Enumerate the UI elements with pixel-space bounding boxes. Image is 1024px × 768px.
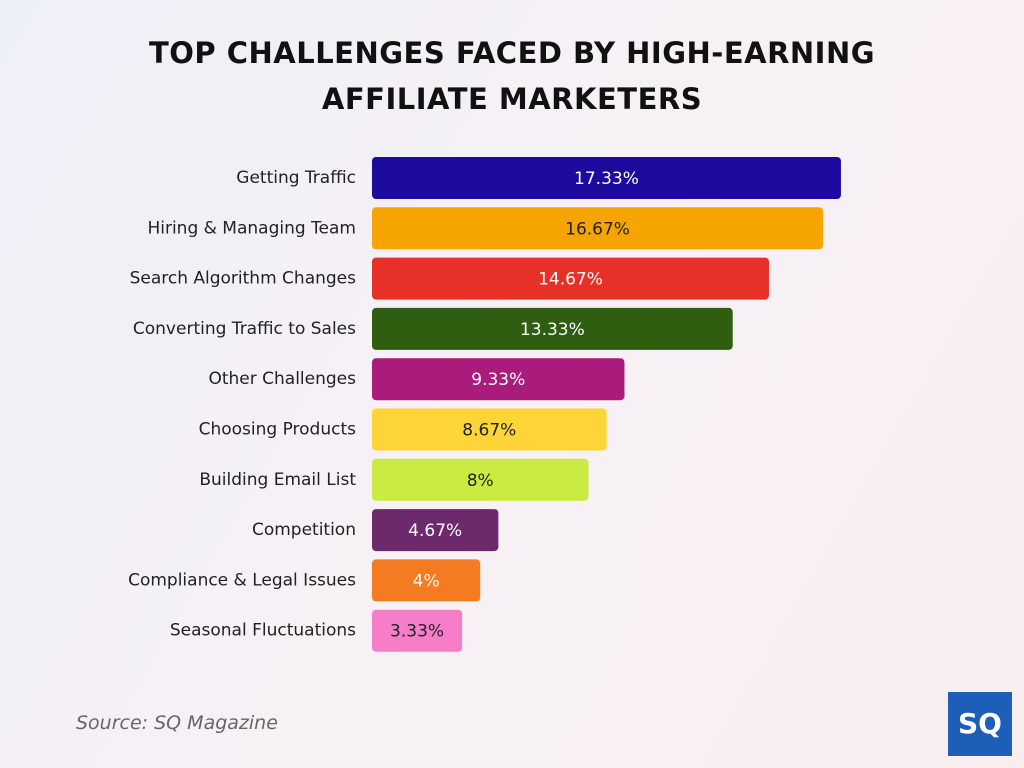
- value-label: 14.67%: [538, 270, 603, 290]
- chart-title: TOP CHALLENGES FACED BY HIGH-EARNING AFF…: [148, 36, 876, 116]
- category-label: Getting Traffic: [236, 168, 356, 188]
- category-label: Competition: [252, 520, 356, 540]
- bar: [372, 609, 463, 652]
- bar: [372, 559, 481, 602]
- category-label: Choosing Products: [199, 420, 357, 440]
- bar: [372, 458, 589, 501]
- logo: SQ: [948, 692, 1012, 756]
- source-note: Source: SQ Magazine: [76, 712, 278, 734]
- category-label: Compliance & Legal Issues: [128, 570, 356, 590]
- category-label: Search Algorithm Changes: [130, 269, 357, 289]
- value-label: 3.33%: [390, 622, 444, 642]
- value-label: 8%: [467, 471, 494, 491]
- bar: [372, 358, 625, 401]
- bar: [372, 408, 607, 451]
- category-label: Converting Traffic to Sales: [133, 319, 356, 339]
- bar: [372, 307, 733, 350]
- chart: Getting Traffic 17.33% Hiring & Managing T…: [128, 157, 841, 652]
- bar: [372, 257, 769, 300]
- category-label: Building Email List: [199, 470, 356, 490]
- value-label: 4.67%: [408, 521, 462, 541]
- value-label: 4%: [413, 571, 440, 591]
- value-label: 9.33%: [471, 370, 525, 390]
- value-label: 13.33%: [520, 320, 585, 340]
- value-label: 17.33%: [574, 169, 639, 189]
- bar: [372, 509, 499, 552]
- value-label: 16.67%: [565, 219, 630, 239]
- category-label: Hiring & Managing Team: [147, 218, 356, 238]
- bar: [372, 157, 841, 199]
- value-label: 8.67%: [462, 421, 516, 441]
- bar: [372, 207, 824, 250]
- category-label: Seasonal Fluctuations: [170, 621, 356, 641]
- category-label: Other Challenges: [208, 369, 356, 389]
